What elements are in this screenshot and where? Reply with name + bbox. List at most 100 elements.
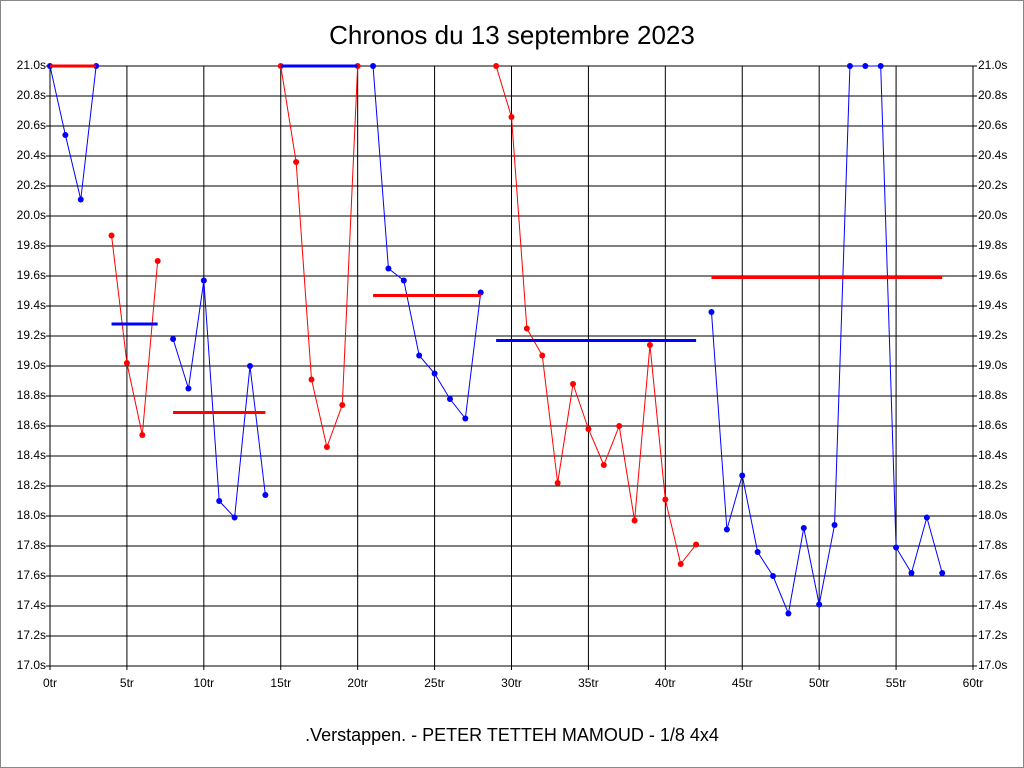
data-point (585, 426, 592, 432)
y-tick-label: 21.0s (17, 58, 46, 72)
x-tick-label: 30tr (501, 676, 522, 690)
data-point (493, 63, 500, 69)
y-tick-label: 19.4s (17, 298, 46, 312)
y2-tick-label: 19.4s (978, 298, 1007, 312)
data-point (877, 63, 884, 69)
data-point (523, 325, 530, 332)
x-tick-label: 15tr (270, 676, 291, 690)
data-point (262, 492, 269, 498)
y2-tick-label: 17.8s (978, 538, 1007, 552)
data-point (462, 415, 469, 422)
data-point (231, 514, 238, 521)
x-tick-label: 40tr (655, 676, 676, 690)
data-point (539, 352, 546, 359)
data-point (508, 114, 515, 120)
data-point (770, 573, 777, 579)
y-tick-label: 18.6s (17, 418, 46, 432)
y2-tick-label: 17.6s (978, 568, 1007, 582)
data-point (431, 370, 438, 377)
data-point (816, 601, 823, 608)
data-point (908, 570, 915, 576)
y2-tick-label: 18.2s (978, 478, 1007, 492)
series-line (710, 65, 943, 616)
y2-tick-label: 21.0s (978, 58, 1007, 72)
x-tick-label: 55tr (886, 676, 907, 690)
x-tick-label: 10tr (193, 676, 214, 690)
series-line (111, 235, 159, 436)
data-point (446, 396, 453, 402)
data-point (339, 402, 346, 408)
y-tick-label: 18.4s (17, 448, 46, 462)
y-tick-label: 18.2s (17, 478, 46, 492)
y-tick-label: 18.0s (17, 508, 46, 522)
data-point (62, 132, 69, 138)
data-point (754, 549, 761, 555)
x-tick-label: 35tr (578, 676, 599, 690)
plot-border (49, 65, 974, 667)
data-point (293, 159, 300, 165)
data-point (739, 472, 746, 479)
y-tick-label: 20.6s (17, 118, 46, 132)
y-tick-label: 17.4s (17, 598, 46, 612)
data-point (785, 610, 792, 617)
x-tick-label: 5tr (120, 676, 134, 690)
y2-tick-label: 17.4s (978, 598, 1007, 612)
data-point (708, 309, 715, 315)
data-point (570, 381, 577, 387)
x-tick-label: 25tr (424, 676, 445, 690)
y2-tick-label: 17.2s (978, 628, 1007, 642)
data-point (123, 360, 130, 366)
data-point (139, 432, 146, 438)
y2-tick-label: 18.6s (978, 418, 1007, 432)
y2-tick-label: 20.0s (978, 208, 1007, 222)
data-point (385, 265, 392, 272)
data-point (77, 196, 84, 203)
y-tick-label: 17.2s (17, 628, 46, 642)
data-point (554, 480, 561, 486)
y2-tick-label: 18.8s (978, 388, 1007, 402)
data-point (800, 525, 807, 531)
y2-tick-label: 18.4s (978, 448, 1007, 462)
chart-title: Chronos du 13 septembre 2023 (329, 20, 695, 50)
data-point (154, 258, 161, 264)
data-point (416, 352, 423, 359)
y-tick-label: 17.6s (17, 568, 46, 582)
data-point (616, 423, 623, 429)
y-tick-label: 20.2s (17, 178, 46, 192)
x-tick-label: 0tr (43, 676, 57, 690)
y-tick-label: 20.0s (17, 208, 46, 222)
data-point (646, 342, 653, 348)
series-line (280, 65, 359, 449)
y2-tick-label: 19.2s (978, 328, 1007, 342)
data-point (862, 63, 869, 69)
series-line (49, 65, 97, 200)
y-tick-label: 19.8s (17, 238, 46, 252)
data-point (939, 570, 946, 576)
y-tick-label: 17.0s (17, 658, 46, 672)
x-tick-label: 60tr (963, 676, 984, 690)
x-tick-label: 45tr (732, 676, 753, 690)
y-tick-label: 19.6s (17, 268, 46, 282)
y2-tick-label: 19.8s (978, 238, 1007, 252)
data-point (308, 376, 315, 383)
y-tick-label: 18.8s (17, 388, 46, 402)
data-point (246, 363, 253, 369)
data-point (893, 544, 900, 551)
series-line (372, 65, 482, 420)
data-point (185, 385, 192, 392)
y-tick-label: 19.2s (17, 328, 46, 342)
data-point (631, 517, 638, 524)
data-point (923, 514, 930, 521)
data-point (108, 232, 115, 239)
data-point (846, 63, 853, 69)
data-point (600, 462, 607, 468)
data-point (723, 526, 730, 533)
data-point (662, 496, 669, 503)
x-tick-label: 20tr (347, 676, 368, 690)
x-tick-label: 50tr (809, 676, 830, 690)
y-tick-label: 19.0s (17, 358, 46, 372)
y2-tick-label: 20.6s (978, 118, 1007, 132)
y2-tick-label: 17.0s (978, 658, 1007, 672)
y2-tick-label: 18.0s (978, 508, 1007, 522)
